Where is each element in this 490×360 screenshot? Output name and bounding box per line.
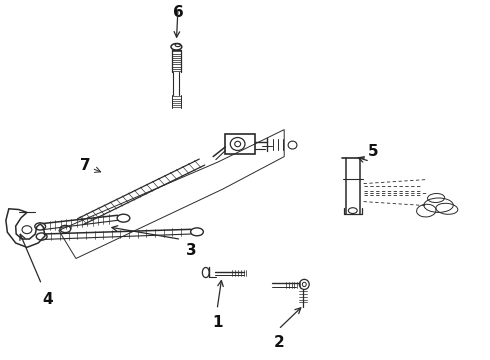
- Text: 7: 7: [80, 158, 91, 173]
- Text: 6: 6: [173, 5, 184, 21]
- Bar: [225, 134, 255, 154]
- Text: 5: 5: [368, 144, 379, 159]
- Text: 2: 2: [274, 335, 285, 350]
- Text: 3: 3: [186, 243, 196, 258]
- Text: 1: 1: [213, 315, 223, 330]
- Text: 4: 4: [43, 292, 53, 307]
